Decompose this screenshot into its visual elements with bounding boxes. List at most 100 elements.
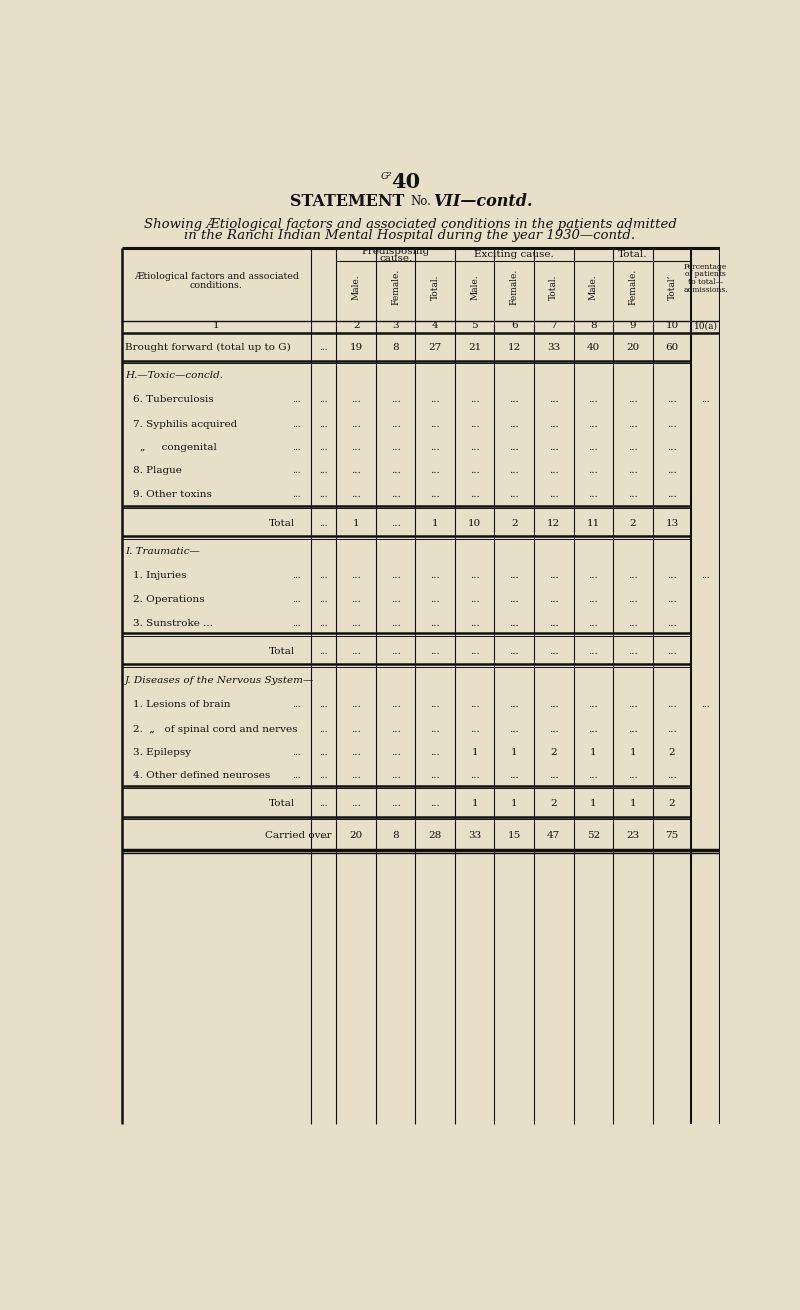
Text: 4. Other defined neuroses: 4. Other defined neuroses [133, 772, 270, 779]
Text: ...: ... [549, 571, 558, 580]
Text: 1: 1 [590, 748, 597, 757]
Text: Total.: Total. [550, 274, 558, 300]
Text: ...: ... [628, 618, 638, 627]
Text: ...: ... [510, 618, 519, 627]
Text: ...: ... [319, 647, 328, 656]
Text: ...: ... [549, 647, 558, 656]
Text: ...: ... [628, 421, 638, 428]
Text: ...: ... [351, 421, 361, 428]
Text: 5: 5 [471, 321, 478, 330]
Text: 2.  „   of spinal cord and nerves: 2. „ of spinal cord and nerves [133, 724, 297, 734]
Text: ...: ... [430, 490, 440, 499]
Text: Female.: Female. [510, 269, 518, 305]
Text: 1: 1 [432, 519, 438, 528]
Text: ...: ... [293, 700, 301, 709]
Text: ...: ... [510, 396, 519, 405]
Text: Exciting cause.: Exciting cause. [474, 250, 554, 259]
Text: I. Traumatic—: I. Traumatic— [125, 548, 200, 555]
Text: ...: ... [430, 396, 440, 405]
Text: ...: ... [293, 421, 301, 428]
Text: ...: ... [430, 724, 440, 734]
Text: ...: ... [628, 443, 638, 452]
Text: 2: 2 [511, 519, 518, 528]
Text: 1: 1 [511, 799, 518, 808]
Text: 33: 33 [468, 831, 482, 840]
Text: ...: ... [390, 618, 401, 627]
Text: ...: ... [293, 596, 301, 604]
Text: ...: ... [470, 443, 479, 452]
Text: Male.: Male. [589, 274, 598, 300]
Text: 2: 2 [550, 748, 557, 757]
Text: 40: 40 [586, 343, 600, 352]
Text: ...: ... [319, 343, 328, 352]
Text: ...: ... [390, 596, 401, 604]
Text: ...: ... [319, 421, 328, 428]
Text: 21: 21 [468, 343, 482, 352]
Text: ...: ... [293, 748, 301, 757]
Text: 60: 60 [666, 343, 678, 352]
Text: 23: 23 [626, 831, 639, 840]
Text: ...: ... [470, 724, 479, 734]
Text: 3. Sunstroke ...: 3. Sunstroke ... [133, 618, 213, 627]
Text: ...: ... [470, 571, 479, 580]
Text: ...: ... [667, 396, 677, 405]
Text: ...: ... [628, 772, 638, 779]
Text: ...: ... [470, 596, 479, 604]
Text: 75: 75 [666, 831, 678, 840]
Text: VII—contd.: VII—contd. [434, 194, 533, 211]
Text: ...: ... [667, 596, 677, 604]
Text: 12: 12 [547, 519, 560, 528]
Text: 10(a): 10(a) [694, 321, 718, 330]
Text: in the Ranchi Indian Mental Hospital during the year 1930—contd.: in the Ranchi Indian Mental Hospital dur… [185, 229, 635, 242]
Text: ...: ... [628, 596, 638, 604]
Text: 52: 52 [586, 831, 600, 840]
Text: Total: Total [269, 647, 295, 656]
Text: ...: ... [319, 571, 328, 580]
Text: ...: ... [351, 700, 361, 709]
Text: 3. Epilepsy: 3. Epilepsy [133, 748, 190, 757]
Text: STATEMENT: STATEMENT [290, 194, 410, 211]
Text: ...: ... [589, 724, 598, 734]
Text: ...: ... [319, 724, 328, 734]
Text: ...: ... [319, 396, 328, 405]
Text: Total’: Total’ [667, 274, 677, 300]
Text: ...: ... [549, 618, 558, 627]
Text: ...: ... [589, 490, 598, 499]
Text: ...: ... [390, 700, 401, 709]
Text: 1: 1 [630, 799, 636, 808]
Text: 2: 2 [669, 799, 675, 808]
Text: 2: 2 [630, 519, 636, 528]
Text: G²: G² [381, 172, 392, 181]
Text: ...: ... [351, 618, 361, 627]
Text: ...: ... [319, 748, 328, 757]
Text: ...: ... [628, 466, 638, 476]
Text: ...: ... [589, 466, 598, 476]
Text: ...: ... [510, 700, 519, 709]
Text: ...: ... [351, 647, 361, 656]
Text: ...: ... [470, 490, 479, 499]
Text: 8: 8 [392, 831, 399, 840]
Text: ...: ... [702, 396, 710, 405]
Text: ...: ... [589, 421, 598, 428]
Text: ...: ... [510, 421, 519, 428]
Text: ...: ... [319, 831, 328, 840]
Text: ...: ... [351, 724, 361, 734]
Text: 11: 11 [586, 519, 600, 528]
Text: ...: ... [430, 647, 440, 656]
Text: ...: ... [319, 596, 328, 604]
Text: Male.: Male. [352, 274, 361, 300]
Text: 4: 4 [432, 321, 438, 330]
Text: ...: ... [351, 772, 361, 779]
Text: ...: ... [549, 724, 558, 734]
Text: ...: ... [351, 490, 361, 499]
Text: ...: ... [510, 772, 519, 779]
Text: 6: 6 [511, 321, 518, 330]
Text: ...: ... [628, 647, 638, 656]
Text: ...: ... [351, 571, 361, 580]
Text: ...: ... [667, 421, 677, 428]
Text: ...: ... [390, 748, 401, 757]
Text: Ætiological factors and associated: Ætiological factors and associated [134, 272, 298, 282]
Text: ...: ... [351, 466, 361, 476]
Text: Percentage: Percentage [684, 262, 727, 271]
Text: ...: ... [390, 571, 401, 580]
